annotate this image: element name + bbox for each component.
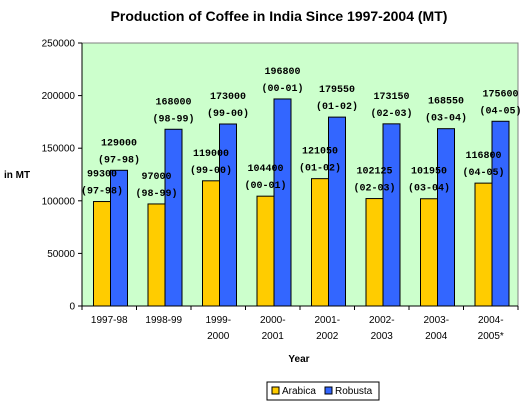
data-label-value: 102125 — [356, 167, 392, 178]
chart-title: Production of Coffee in India Since 1997… — [111, 8, 448, 24]
bar-arabica — [365, 198, 384, 307]
legend-swatch-arabica — [271, 386, 280, 395]
bar-robusta — [328, 116, 346, 307]
data-label-value: 116800 — [465, 151, 501, 162]
data-label-period: (99-00) — [190, 165, 232, 177]
y-tick-label: 250000 — [42, 39, 76, 50]
data-label-period: (03-04) — [425, 113, 467, 125]
bar-robusta — [491, 120, 510, 307]
x-tick-label: 1997-98 — [91, 315, 128, 326]
data-label-period: (98-99) — [152, 113, 194, 125]
bar-robusta — [382, 123, 401, 307]
data-label-period: (02-03) — [370, 108, 412, 120]
data-label-value: 119000 — [193, 149, 229, 160]
data-label-period: (98-99) — [135, 188, 177, 200]
y-axis: 0 50000 100000 150000 200000 250000 — [42, 39, 83, 313]
data-label-value: 175600 — [482, 89, 518, 100]
x-tick-label: 2004- 2005* — [478, 315, 504, 342]
x-tick-label-line: 2004 — [425, 331, 448, 342]
data-label-period: (97-98) — [81, 186, 123, 198]
bar-arabica — [93, 201, 111, 307]
bar-robusta — [437, 128, 455, 307]
y-tick-label: 50000 — [47, 249, 75, 260]
x-tick-label-line: 1998-99 — [145, 315, 182, 326]
data-label-period: (00-01) — [244, 180, 286, 192]
legend-swatch-robusta — [324, 386, 333, 395]
x-axis: 1997-98 1998-99 1999-20002000-20012001-200… — [81, 305, 519, 342]
bar-robusta — [273, 98, 292, 307]
data-label-period: (02-03) — [353, 183, 395, 195]
data-label-value: 196800 — [264, 67, 300, 78]
x-tick-label-line: 2002- — [369, 315, 395, 326]
y-tick-label: 100000 — [42, 196, 76, 207]
x-tick-label-line: 2000- — [260, 315, 286, 326]
data-label-value: 173150 — [373, 92, 409, 103]
x-tick-label-line: 2001- — [314, 315, 340, 326]
bar-arabica — [256, 195, 275, 307]
bar-arabica — [474, 182, 493, 307]
bar-arabica — [202, 180, 220, 307]
data-label-period: (00-01) — [261, 83, 303, 95]
legend-label-arabica: Arabica — [282, 386, 316, 397]
data-label-period: (99-00) — [207, 108, 249, 120]
data-label-value: 168550 — [428, 97, 464, 108]
x-tick-label: 1999- 2000 — [205, 315, 231, 342]
data-label-value: 101950 — [411, 167, 447, 178]
y-tick-label: 150000 — [42, 144, 76, 155]
x-tick-label-line: 2000 — [207, 331, 230, 342]
bar-arabica — [147, 203, 166, 307]
x-tick-label: 2002- 2003 — [369, 315, 395, 342]
x-tick-label-line: 1997-98 — [91, 315, 128, 326]
data-label-period: (97-98) — [98, 154, 140, 166]
x-tick-label: 2000- 2001 — [260, 315, 286, 342]
bar-arabica — [420, 198, 438, 307]
bars — [93, 98, 510, 307]
data-labels: 99300(97-98)97000(98-99)119000(99-00) 104… — [81, 67, 522, 200]
data-label-value: 99300 — [87, 170, 117, 181]
bar-robusta — [164, 128, 183, 307]
data-label-value: 168000 — [155, 97, 191, 108]
x-tick-label-line: 2004- — [478, 315, 504, 326]
x-tick-label-line: 1999- — [205, 315, 231, 326]
data-label-period: (01-02) — [299, 163, 341, 175]
data-label-value: 104400 — [247, 164, 283, 175]
x-tick-label-line: 2001 — [262, 331, 285, 342]
bar-arabica — [311, 178, 329, 307]
data-label-period: (04-05) — [479, 105, 521, 117]
x-tick-label: 1998-99 — [145, 315, 182, 326]
legend-label-robusta: Robusta — [335, 386, 373, 397]
y-tick-label: 200000 — [42, 91, 76, 102]
data-label-value: 129000 — [101, 138, 137, 149]
y-tick-label: 0 — [69, 302, 75, 313]
x-tick-label-line: 2002 — [316, 331, 339, 342]
data-label-value: 97000 — [141, 172, 171, 183]
x-tick-label-line: 2003- — [423, 315, 449, 326]
data-label-value: 173000 — [210, 92, 246, 103]
x-tick-label-line: 2005* — [478, 331, 504, 342]
data-label-period: (01-02) — [316, 101, 358, 113]
legend: Arabica Robusta — [266, 381, 380, 401]
data-label-period: (04-05) — [462, 167, 504, 179]
x-tick-label: 2003- 2004 — [423, 315, 449, 342]
x-tick-label-line: 2003 — [371, 331, 394, 342]
data-label-period: (03-04) — [408, 183, 450, 195]
data-label-value: 179550 — [319, 85, 355, 96]
y-axis-label: in MT — [4, 170, 30, 181]
legend-box — [266, 381, 380, 401]
data-label-value: 121050 — [302, 147, 338, 158]
x-tick-label: 2001- 2002 — [314, 315, 340, 342]
x-axis-label: Year — [288, 354, 309, 365]
